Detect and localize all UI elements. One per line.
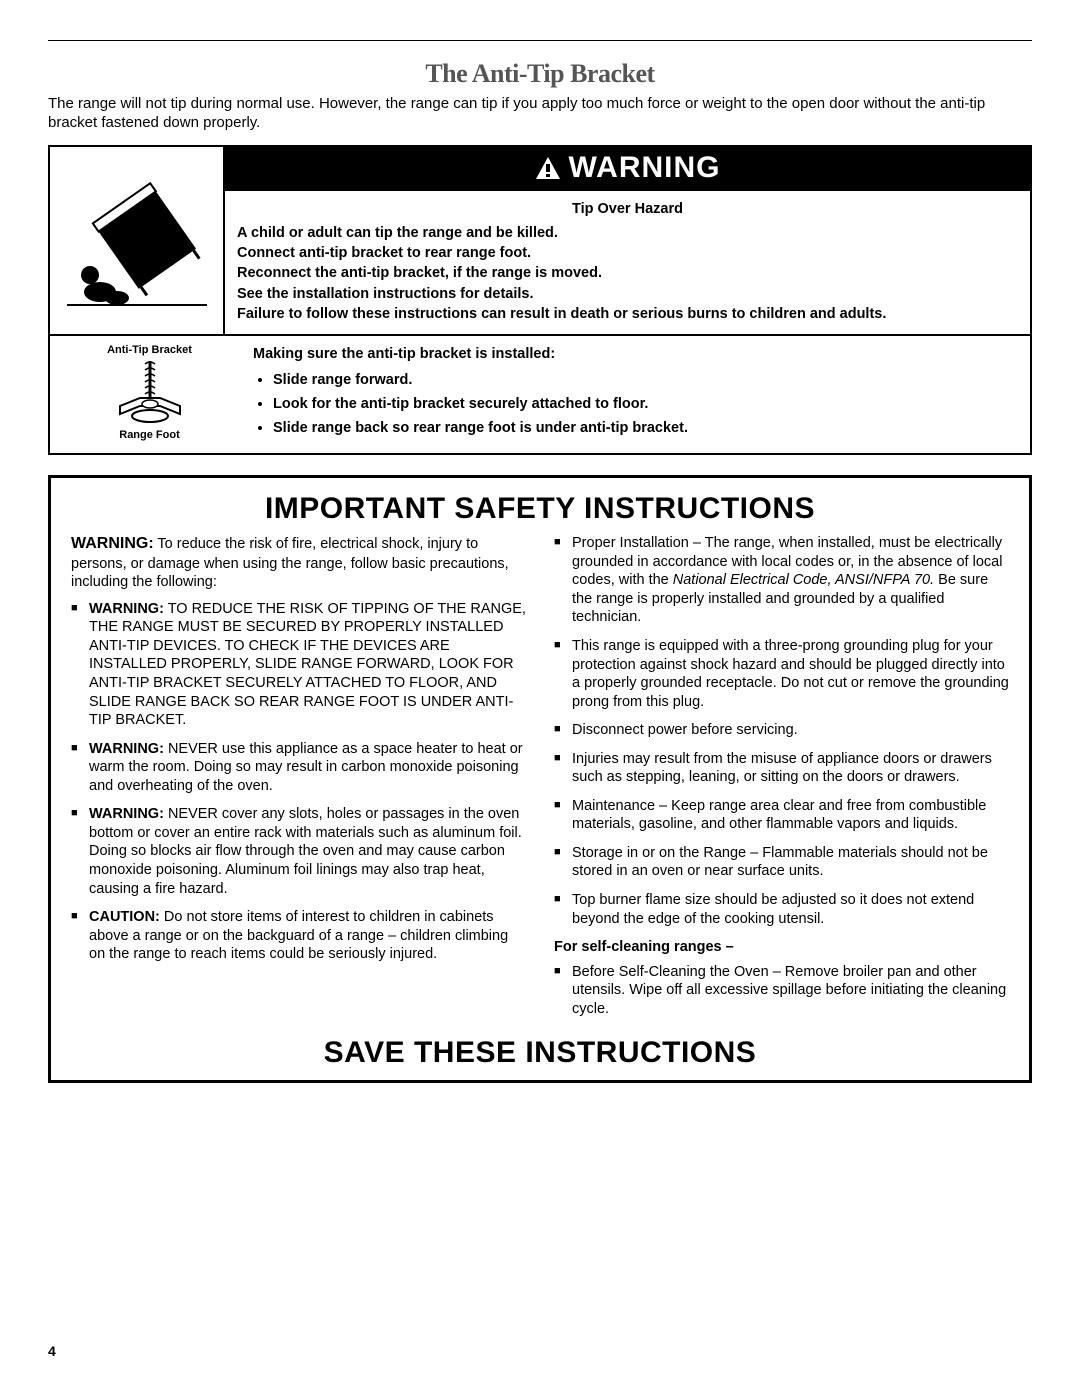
safety-item: Injuries may result from the misuse of a… <box>572 750 1009 787</box>
item-pre: Maintenance – Keep range area clear and … <box>572 798 986 833</box>
install-check-list: Slide range forward. Look for the anti-t… <box>253 370 1018 439</box>
hazard-line: Connect anti-tip bracket to rear range f… <box>237 243 1018 263</box>
bracket-diagram: Anti-Tip Bracket Range Foot <box>62 344 237 441</box>
safety-item: WARNING: NEVER cover any slots, holes or… <box>89 805 526 898</box>
tip-over-icon <box>62 170 212 310</box>
item-pre: Disconnect power before servicing. <box>572 722 798 738</box>
item-pre: Injuries may result from the misuse of a… <box>572 751 992 786</box>
safety-item: Proper Installation – The range, when in… <box>572 534 1009 627</box>
install-check-item: Slide range back so rear range foot is u… <box>273 418 1018 440</box>
hazard-line: See the installation instructions for de… <box>237 284 1018 304</box>
safety-column-left: WARNING: To reduce the risk of fire, ele… <box>71 534 526 1028</box>
safety-list-right-b: Before Self-Cleaning the Oven – Remove b… <box>554 963 1009 1019</box>
anti-tip-warning-box: WARNING Tip Over Hazard A child or adult… <box>48 145 1032 456</box>
item-italic: National Electrical Code, ANSI/NFPA 70. <box>673 572 934 588</box>
warning-banner-text: WARNING <box>569 151 721 185</box>
warning-row-bottom: Anti-Tip Bracket Range Foot Making sure … <box>50 336 1030 453</box>
item-label: WARNING: <box>89 741 164 757</box>
install-check-item: Slide range forward. <box>273 370 1018 392</box>
hazard-line: Failure to follow these instructions can… <box>237 304 1018 324</box>
bracket-label-bottom: Range Foot <box>62 429 237 441</box>
item-label: CAUTION: <box>89 909 160 925</box>
bracket-label-top: Anti-Tip Bracket <box>62 344 237 356</box>
item-label: WARNING: <box>89 601 164 617</box>
item-pre: Before Self-Cleaning the Oven – Remove b… <box>572 964 1006 1017</box>
safety-list-left: WARNING: TO REDUCE THE RISK OF TIPPING O… <box>71 600 526 964</box>
safety-item: Disconnect power before servicing. <box>572 721 1009 740</box>
safety-column-right: Proper Installation – The range, when in… <box>554 534 1009 1028</box>
safety-item: CAUTION: Do not store items of interest … <box>89 908 526 964</box>
hazard-line: Reconnect the anti-tip bracket, if the r… <box>237 263 1018 283</box>
page-number: 4 <box>48 1343 1032 1359</box>
warning-right-panel: WARNING Tip Over Hazard A child or adult… <box>225 147 1030 335</box>
hazard-title: Tip Over Hazard <box>237 199 1018 219</box>
lead-warning: WARNING: To reduce the risk of fire, ele… <box>71 534 526 592</box>
warning-row-top: WARNING Tip Over Hazard A child or adult… <box>50 147 1030 337</box>
safety-list-right-a: Proper Installation – The range, when in… <box>554 534 1009 928</box>
item-pre: Top burner flame size should be adjusted… <box>572 892 974 927</box>
tip-over-illustration <box>50 147 225 335</box>
safety-instructions-box: IMPORTANT SAFETY INSTRUCTIONS WARNING: T… <box>48 475 1032 1083</box>
safety-item: Storage in or on the Range – Flammable m… <box>572 844 1009 881</box>
page: The Anti-Tip Bracket The range will not … <box>0 0 1080 1389</box>
install-check-lead: Making sure the anti-tip bracket is inst… <box>253 344 1018 366</box>
save-instructions-title: SAVE THESE INSTRUCTIONS <box>71 1036 1009 1070</box>
safety-columns: WARNING: To reduce the risk of fire, ele… <box>71 534 1009 1028</box>
safety-item: WARNING: TO REDUCE THE RISK OF TIPPING O… <box>89 600 526 730</box>
top-rule <box>48 40 1032 41</box>
section-title: The Anti-Tip Bracket <box>48 59 1032 89</box>
hazard-line: A child or adult can tip the range and b… <box>237 223 1018 243</box>
safety-item: Maintenance – Keep range area clear and … <box>572 797 1009 834</box>
item-pre: This range is equipped with a three-pron… <box>572 638 1009 710</box>
item-pre: Storage in or on the Range – Flammable m… <box>572 845 988 880</box>
self-clean-subhead: For self-cleaning ranges – <box>554 938 1009 957</box>
install-check-item: Look for the anti-tip bracket securely a… <box>273 394 1018 416</box>
safety-item: WARNING: NEVER use this appliance as a s… <box>89 740 526 796</box>
item-text: TO REDUCE THE RISK OF TIPPING OF THE RAN… <box>89 601 526 728</box>
alert-triangle-icon <box>535 156 561 180</box>
anti-tip-bracket-icon <box>105 356 195 426</box>
install-check: Making sure the anti-tip bracket is inst… <box>253 344 1018 441</box>
safety-item: Before Self-Cleaning the Oven – Remove b… <box>572 963 1009 1019</box>
safety-item: This range is equipped with a three-pron… <box>572 637 1009 711</box>
safety-item: Top burner flame size should be adjusted… <box>572 891 1009 928</box>
item-label: WARNING: <box>89 806 164 822</box>
hazard-body: Tip Over Hazard A child or adult can tip… <box>225 191 1030 335</box>
intro-text: The range will not tip during normal use… <box>48 95 1032 133</box>
lead-warning-label: WARNING: <box>71 535 154 552</box>
safety-title: IMPORTANT SAFETY INSTRUCTIONS <box>71 492 1009 526</box>
warning-banner: WARNING <box>225 147 1030 191</box>
